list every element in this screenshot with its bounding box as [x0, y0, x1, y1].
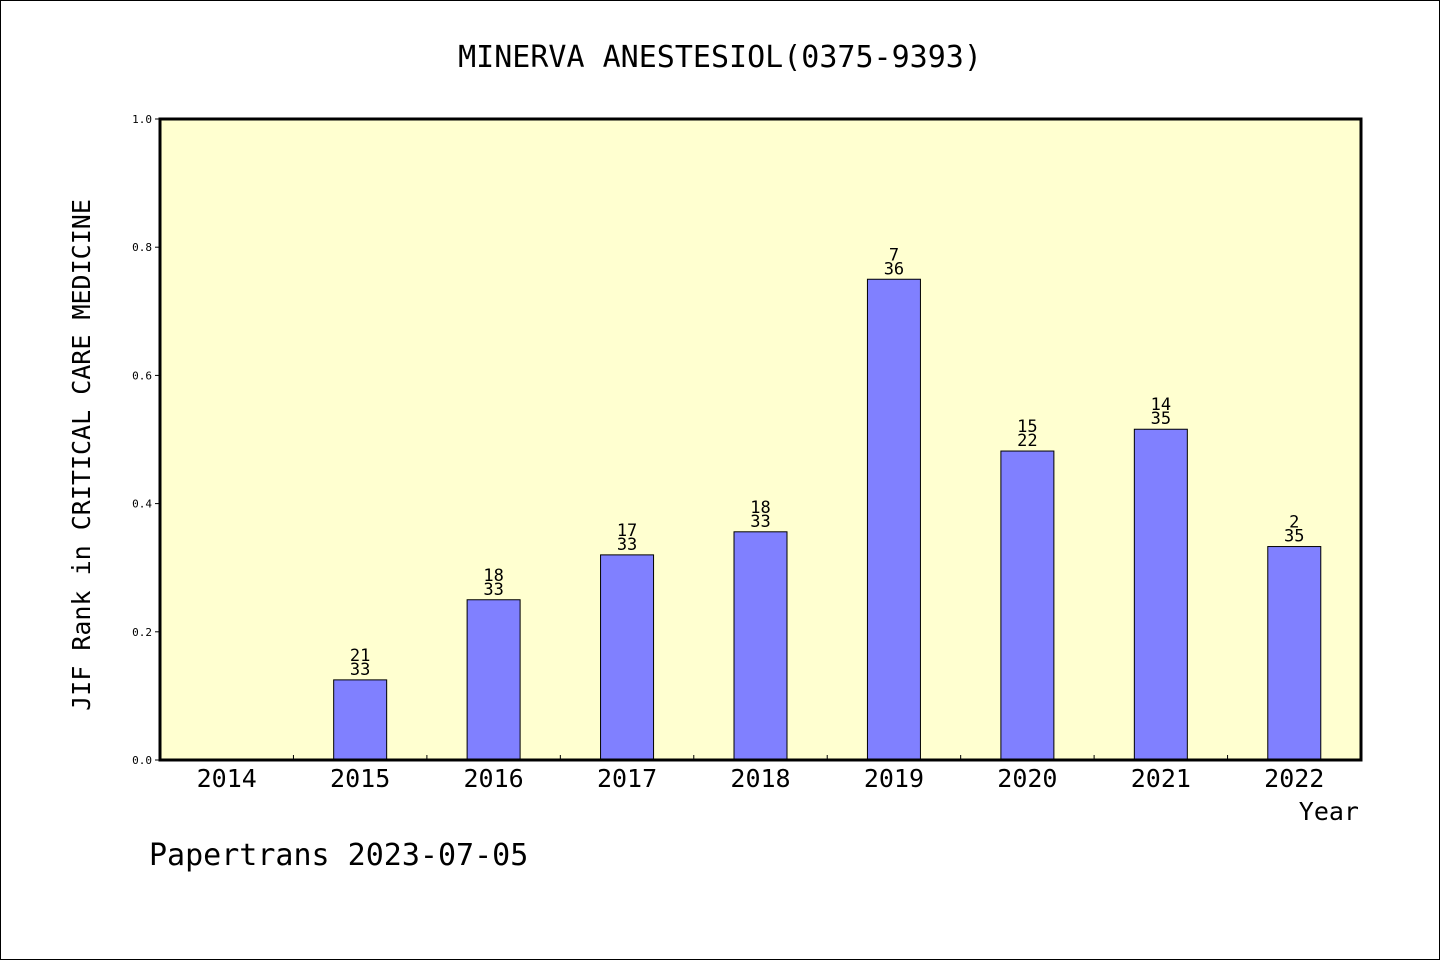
y-axis-label: JIF Rank in CRITICAL CARE MEDICINE	[67, 199, 96, 711]
y-tick-label: 0.4	[132, 498, 152, 511]
x-tick-label: 2017	[597, 764, 657, 793]
bar-total-label: 33	[350, 660, 370, 680]
bar-rank-label: 7	[889, 245, 899, 265]
x-tick-label: 2020	[997, 764, 1057, 793]
y-tick-label: 0.2	[132, 626, 152, 639]
x-tick-label: 2018	[730, 764, 790, 793]
y-tick-label: 0.6	[132, 369, 152, 382]
footer-credit: Papertrans 2023-07-05	[149, 838, 528, 873]
bar-2020	[1000, 450, 1055, 761]
y-tick-label: 1.0	[132, 113, 152, 126]
chart-title: MINERVA ANESTESIOL(0375-9393)	[458, 40, 982, 75]
bar-2021	[1133, 428, 1188, 761]
bar-rank-label: 18	[750, 498, 770, 518]
bar-2018	[733, 531, 788, 761]
bar-total-label: 33	[750, 512, 770, 532]
bar-total-label: 36	[884, 259, 904, 279]
y-tick-label: 0.8	[132, 241, 152, 254]
bar-2016	[466, 599, 521, 761]
bar-rank-label: 2	[1289, 513, 1299, 533]
x-tick-label: 2016	[464, 764, 524, 793]
bar-2019	[866, 278, 921, 761]
x-tick-label: 2014	[197, 764, 257, 793]
x-axis: 2014 2015 2016 2017 2018 2019 2020 2021 2022	[197, 755, 1324, 793]
bar-total-label: 33	[617, 535, 637, 555]
bar-total-label: 35	[1284, 527, 1304, 547]
bar-total-label: 33	[483, 580, 503, 600]
bar-2017	[600, 554, 655, 761]
bar-total-label: 22	[1017, 431, 1037, 451]
bars-group	[333, 278, 1322, 761]
bar-2022	[1267, 546, 1322, 761]
x-tick-label: 2015	[330, 764, 390, 793]
bar-rank-label: 17	[617, 521, 637, 541]
x-tick-label: 2019	[864, 764, 924, 793]
bar-2015	[333, 679, 388, 761]
x-tick-label: 2022	[1264, 764, 1324, 793]
bar-rank-label: 15	[1017, 417, 1037, 437]
plot-border	[158, 117, 1363, 762]
bar-rank-label: 18	[483, 566, 503, 586]
y-axis: 0.0 0.2 0.4 0.6 0.8 1.0	[132, 113, 160, 767]
y-tick-label: 0.0	[132, 754, 152, 767]
x-axis-label: Year	[1299, 797, 1359, 826]
x-tick-label: 2021	[1131, 764, 1191, 793]
bar-rank-label: 21	[350, 646, 370, 666]
bar-total-label: 35	[1151, 409, 1171, 429]
bar-rank-label: 14	[1151, 395, 1171, 415]
